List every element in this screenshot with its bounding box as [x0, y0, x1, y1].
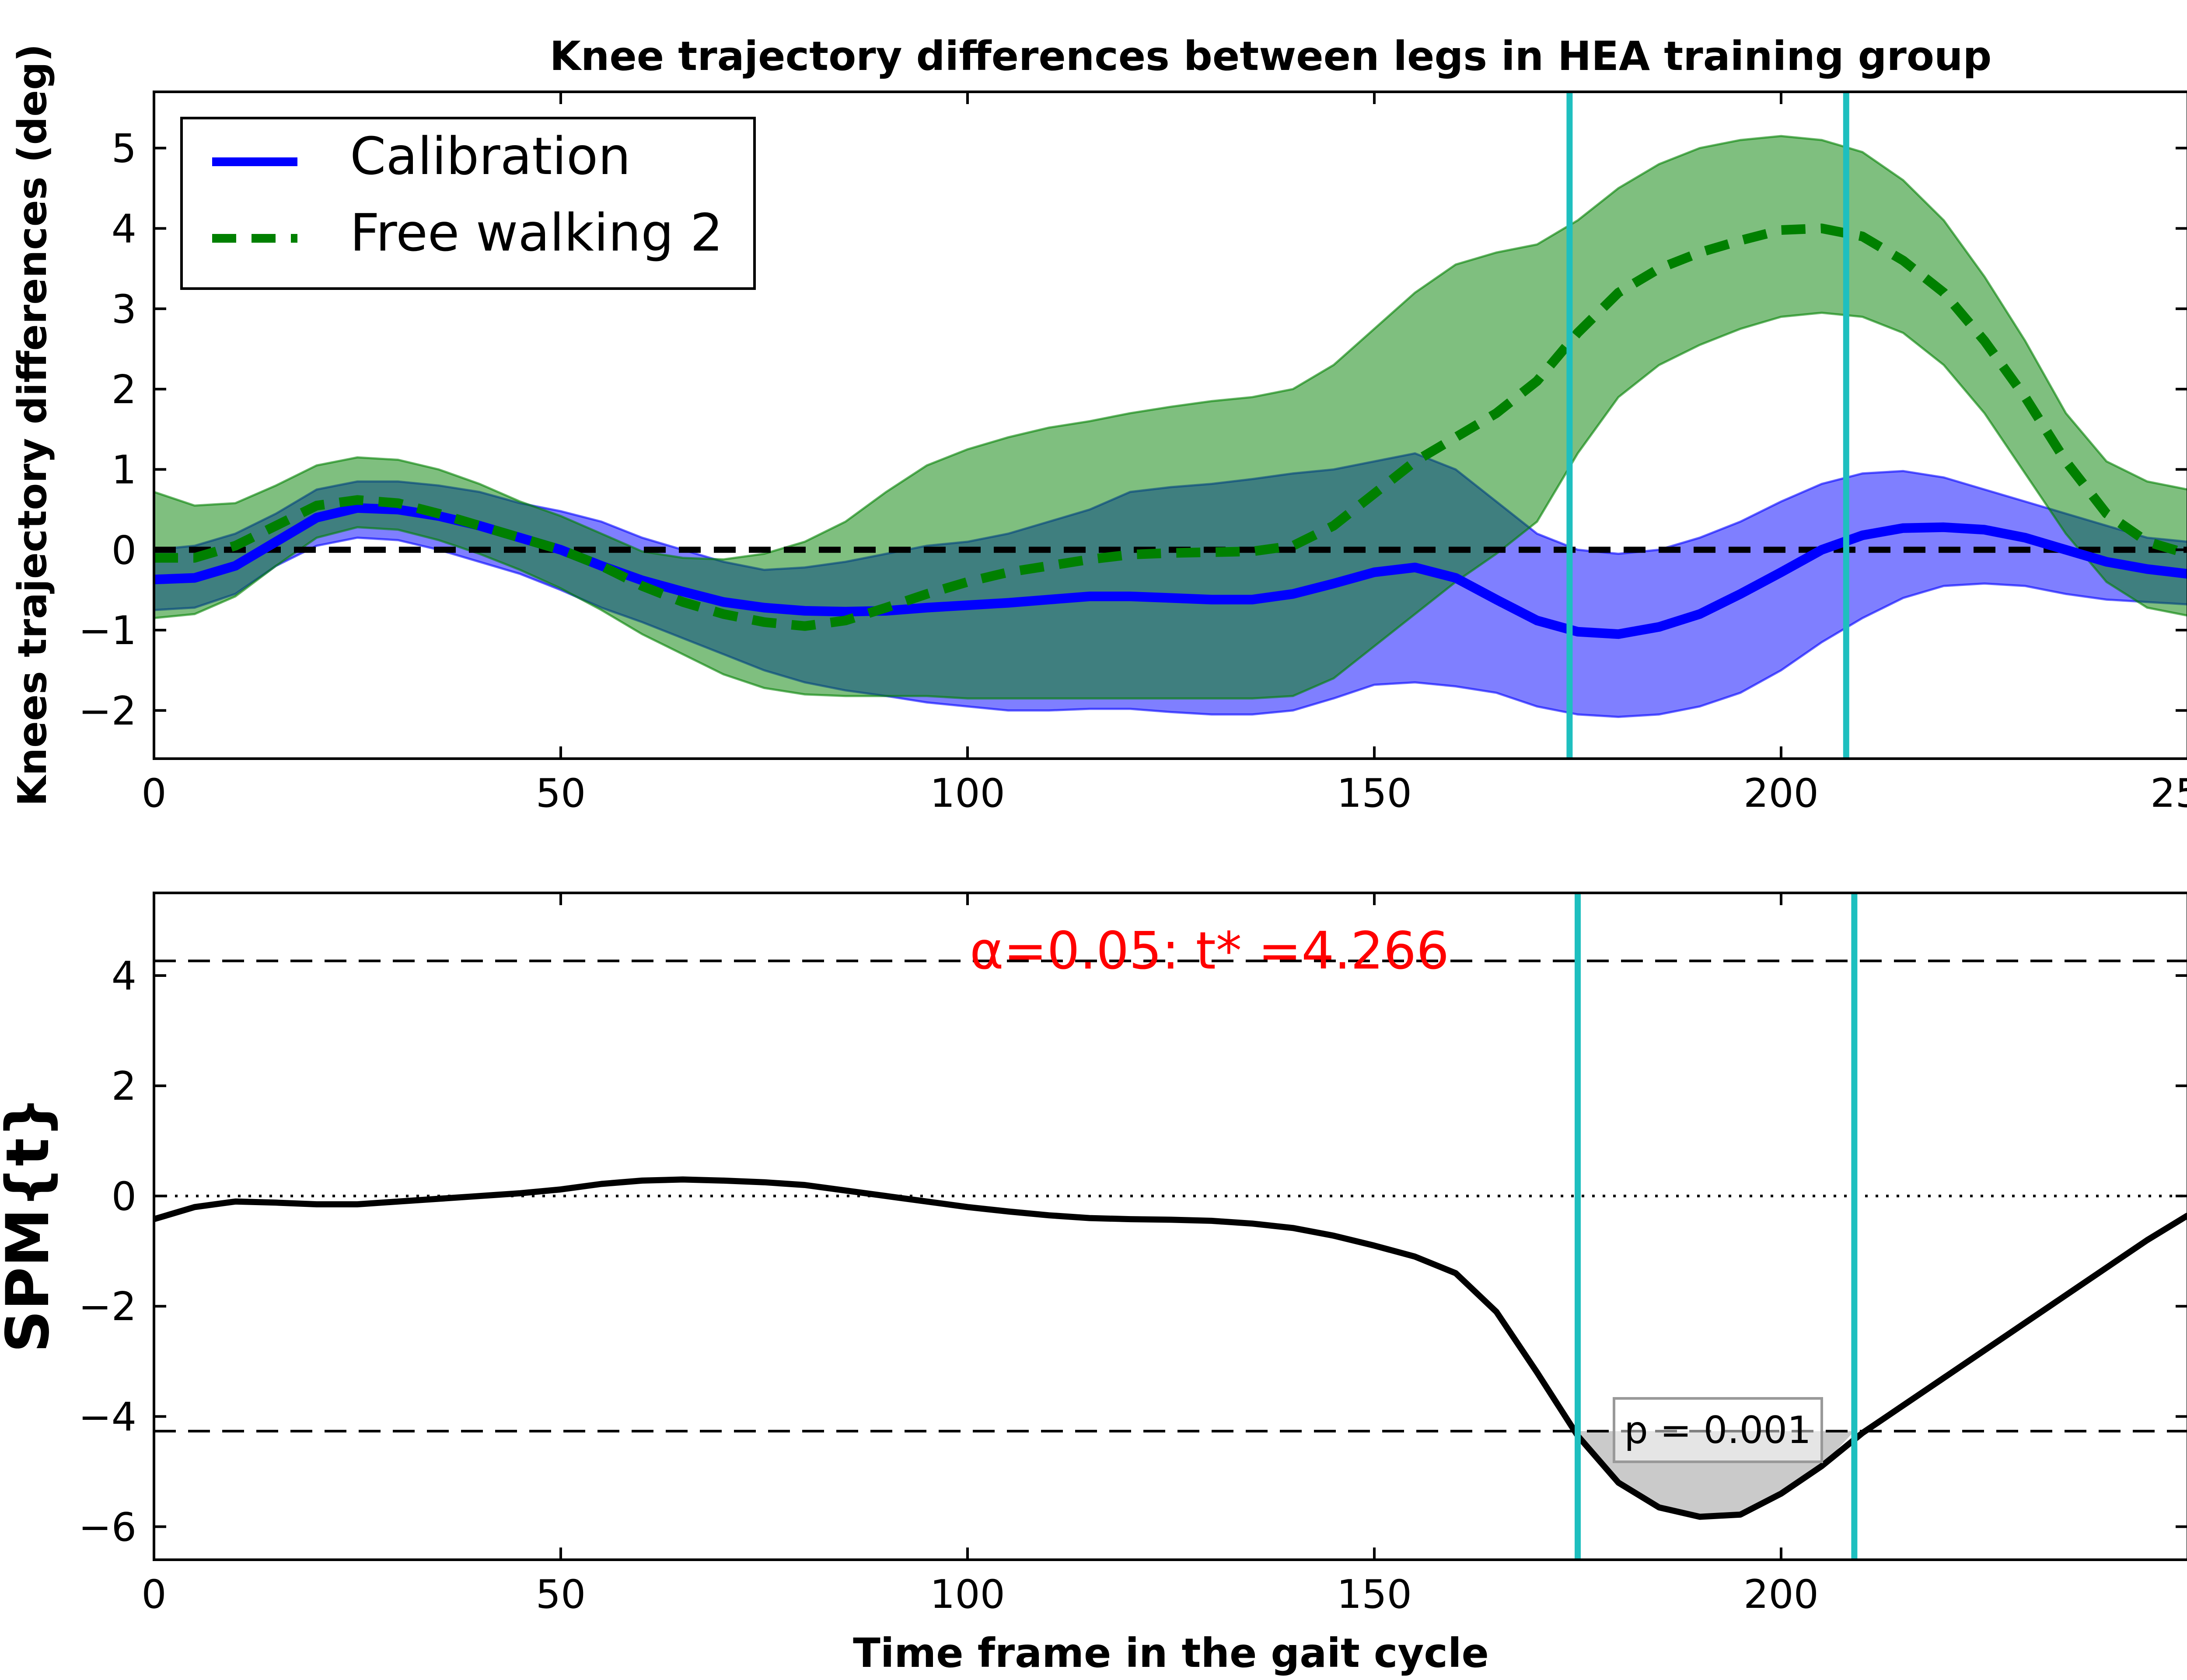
top-y-axis-label: Knees trajectory differences (deg) — [10, 44, 56, 806]
x-tick-label: 50 — [536, 1572, 586, 1617]
top-panel: Knee trajectory differences between legs… — [10, 33, 2187, 816]
bottom-x-axis: 0 50 100 150 200 — [141, 893, 1819, 1617]
y-tick-label: 0 — [112, 1174, 136, 1220]
bottom-panel: 0 50 100 150 200 −6 −4 −2 0 2 4 α=0.05: t* =4.266… — [0, 892, 2187, 1677]
legend-box — [180, 117, 756, 290]
y-tick-label: 3 — [112, 286, 136, 332]
x-tick-label: 100 — [930, 770, 1005, 816]
x-tick-label: 200 — [1743, 770, 1819, 816]
x-tick-label: 100 — [930, 1572, 1005, 1617]
y-tick-label: 2 — [112, 1063, 136, 1109]
band-free-walking-2 — [153, 135, 2187, 700]
cluster-label-frame — [1613, 1397, 1823, 1463]
y-tick-label: −2 — [78, 688, 136, 734]
y-tick-label: 0 — [112, 527, 136, 573]
y-tick-label: −6 — [78, 1504, 136, 1550]
legend-label-calibration: Calibration — [350, 126, 631, 186]
cluster-label: p = 0.001 — [1624, 1408, 1811, 1452]
y-tick-label: 1 — [112, 447, 136, 493]
y-tick-label: 4 — [112, 206, 136, 252]
x-tick-label: 200 — [1743, 1572, 1819, 1617]
x-tick-label: 0 — [141, 770, 166, 816]
top-bands — [153, 135, 2187, 718]
y-tick-label: 5 — [112, 126, 136, 172]
x-tick-label: 250 — [2150, 770, 2187, 816]
y-tick-label: −4 — [78, 1394, 136, 1440]
line-spm-t — [153, 1176, 2187, 1520]
y-tick-label: −2 — [78, 1284, 136, 1330]
bottom-y-axis-label: SPM{t} — [0, 1096, 62, 1352]
top-vertical-lines — [1566, 92, 1849, 759]
bottom-plot-frame — [153, 892, 2187, 1561]
y-tick-label: 4 — [112, 953, 136, 999]
y-tick-label: −1 — [78, 608, 136, 654]
legend-label-free-walking-2: Free walking 2 — [350, 202, 723, 263]
x-tick-label: 50 — [536, 770, 586, 816]
bottom-y-axis: −6 −4 −2 0 2 4 — [78, 953, 2187, 1550]
bottom-vertical-lines — [1575, 893, 1858, 1560]
bottom-lines — [153, 1176, 2187, 1520]
top-y-axis: −2 −1 0 1 2 3 4 5 — [78, 126, 2187, 734]
threshold-label: α=0.05: t* =4.266 — [970, 920, 1449, 981]
legend: Calibration Free walking 2 — [180, 117, 756, 290]
top-x-axis: 0 50 100 150 200 250 — [141, 92, 2187, 816]
bottom-x-axis-label: Time frame in the gait cycle — [853, 1630, 1489, 1677]
top-plot-frame — [153, 91, 2187, 760]
x-tick-label: 0 — [141, 1572, 166, 1617]
y-tick-label: 2 — [112, 367, 136, 413]
x-tick-label: 150 — [1337, 770, 1412, 816]
top-chart-title: Knee trajectory differences between legs… — [550, 33, 1992, 80]
cluster-label-box: p = 0.001 — [1613, 1397, 1823, 1463]
x-tick-label: 150 — [1337, 1572, 1412, 1617]
